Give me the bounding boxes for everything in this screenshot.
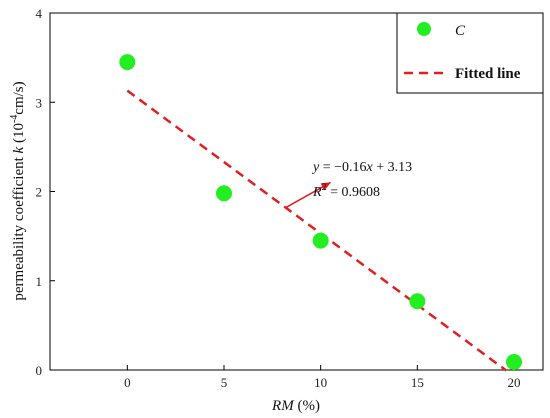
legend: C Fitted line [396,12,544,94]
legend-label-c: C [455,23,466,39]
data-point [216,185,232,202]
x-tick-label: 10 [314,375,327,390]
x-axis-title: RM (%) [271,398,320,414]
legend-marker-c [417,22,431,36]
data-point [506,353,522,370]
y-axis-title: permeability coefficient k (10-4cm/s) [9,81,27,300]
x-tick-label: 5 [221,375,228,390]
fitted-line [126,89,508,372]
y-tick-label: 4 [36,6,43,21]
x-tick-label: 0 [124,375,131,390]
y-tick-label: 1 [36,274,43,289]
annotation-arrow [285,181,332,209]
fit-equation: y = −0.16x + 3.13 [311,160,412,175]
data-point [119,54,136,71]
legend-label-fit: Fitted line [455,66,521,82]
y-tick-label: 2 [36,185,43,200]
fit-r-squared: R2 = 0.9608 [312,182,380,200]
x-tick-label: 15 [411,375,424,390]
data-points [119,54,522,370]
y-axis-ticks: 0 1 2 3 4 [36,6,55,378]
x-tick-label: 20 [508,375,521,390]
y-tick-label: 0 [36,363,43,378]
data-point [312,232,329,249]
y-tick-label: 3 [36,95,43,110]
data-point [409,293,426,310]
x-axis-ticks: 0 5 10 15 20 [124,365,521,390]
